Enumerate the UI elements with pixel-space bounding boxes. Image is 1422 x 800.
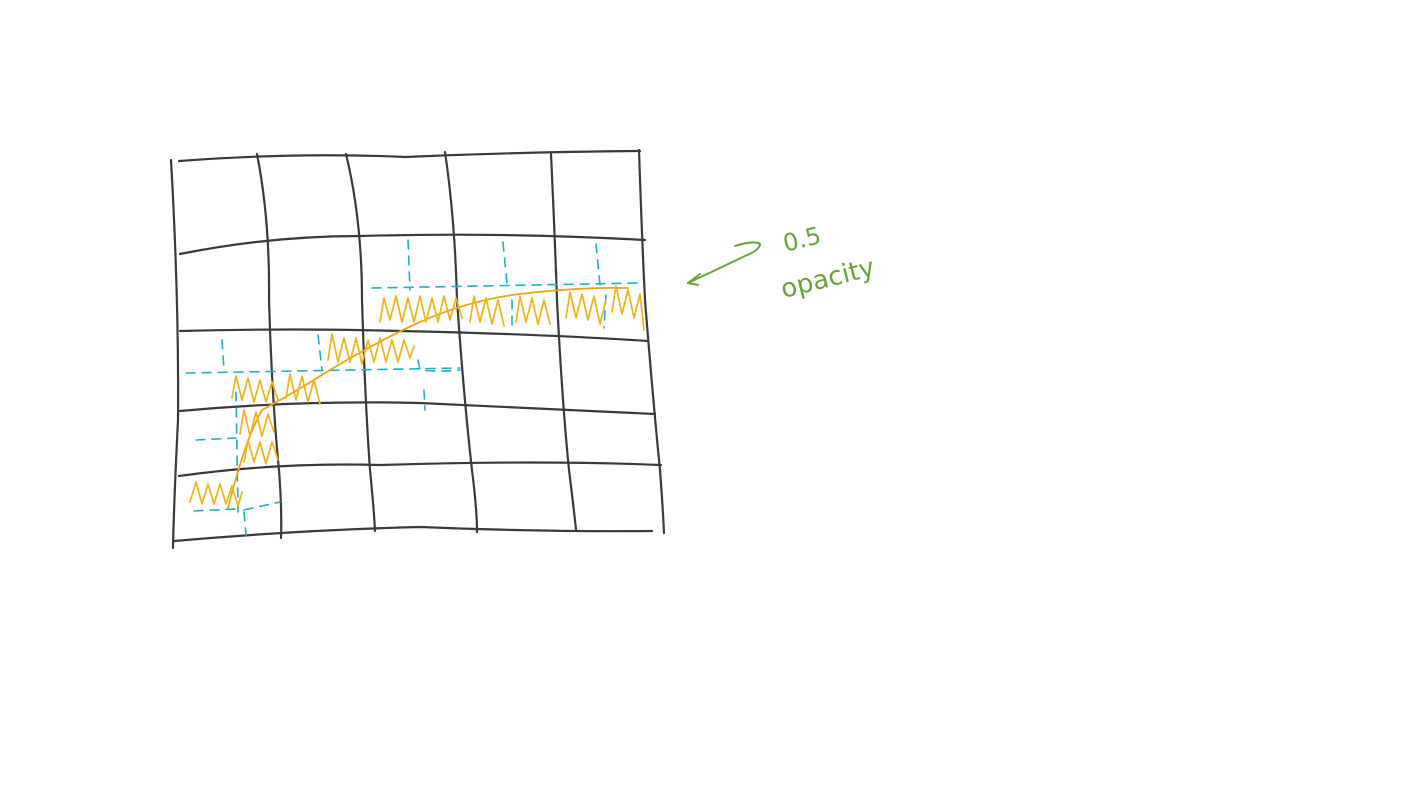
grid-row-line-6 bbox=[172, 525, 654, 543]
scribble-patch bbox=[243, 439, 279, 465]
tile-outline bbox=[193, 508, 237, 512]
tile-outline bbox=[221, 339, 225, 371]
scribble-patch bbox=[565, 291, 607, 325]
scribble-patch bbox=[231, 375, 279, 403]
grid-row-line-4 bbox=[178, 401, 657, 416]
tile-outline bbox=[371, 282, 641, 289]
tile-outline bbox=[502, 241, 508, 286]
grid-col-line-2 bbox=[255, 152, 283, 540]
tile-outlines bbox=[185, 239, 641, 536]
grid-col-line-6 bbox=[637, 148, 666, 535]
tile-outline bbox=[235, 391, 239, 513]
grid-col-line-5 bbox=[549, 152, 578, 532]
tile-outline bbox=[243, 501, 281, 511]
arrow-head bbox=[687, 273, 701, 286]
scribble-patch bbox=[239, 409, 275, 437]
grid-col-line-4 bbox=[443, 150, 479, 534]
tile-outline bbox=[195, 437, 237, 441]
scribble-patch bbox=[611, 285, 645, 331]
tile-outline bbox=[317, 334, 323, 371]
grid-col-line-3 bbox=[344, 152, 377, 533]
tile-outline bbox=[185, 367, 461, 374]
scribble-patch bbox=[469, 295, 505, 327]
tile-outline bbox=[423, 389, 426, 411]
tile-outline bbox=[595, 243, 601, 286]
scribble-patch bbox=[515, 295, 551, 325]
grid-row-line-2 bbox=[178, 233, 647, 256]
warped-grid bbox=[169, 148, 666, 550]
highlight-scribbles bbox=[189, 285, 645, 507]
scribble-patch bbox=[285, 373, 321, 405]
scribble-patch bbox=[189, 481, 243, 507]
tile-outline bbox=[407, 239, 411, 291]
tile-outline bbox=[243, 511, 247, 536]
scribble-patch bbox=[379, 295, 463, 323]
grid-row-line-5 bbox=[177, 461, 663, 478]
annotation-arrow bbox=[687, 241, 761, 284]
grid-col-line-1 bbox=[169, 158, 180, 550]
scribble-patch bbox=[327, 333, 415, 365]
grid-row-line-1 bbox=[177, 149, 642, 163]
